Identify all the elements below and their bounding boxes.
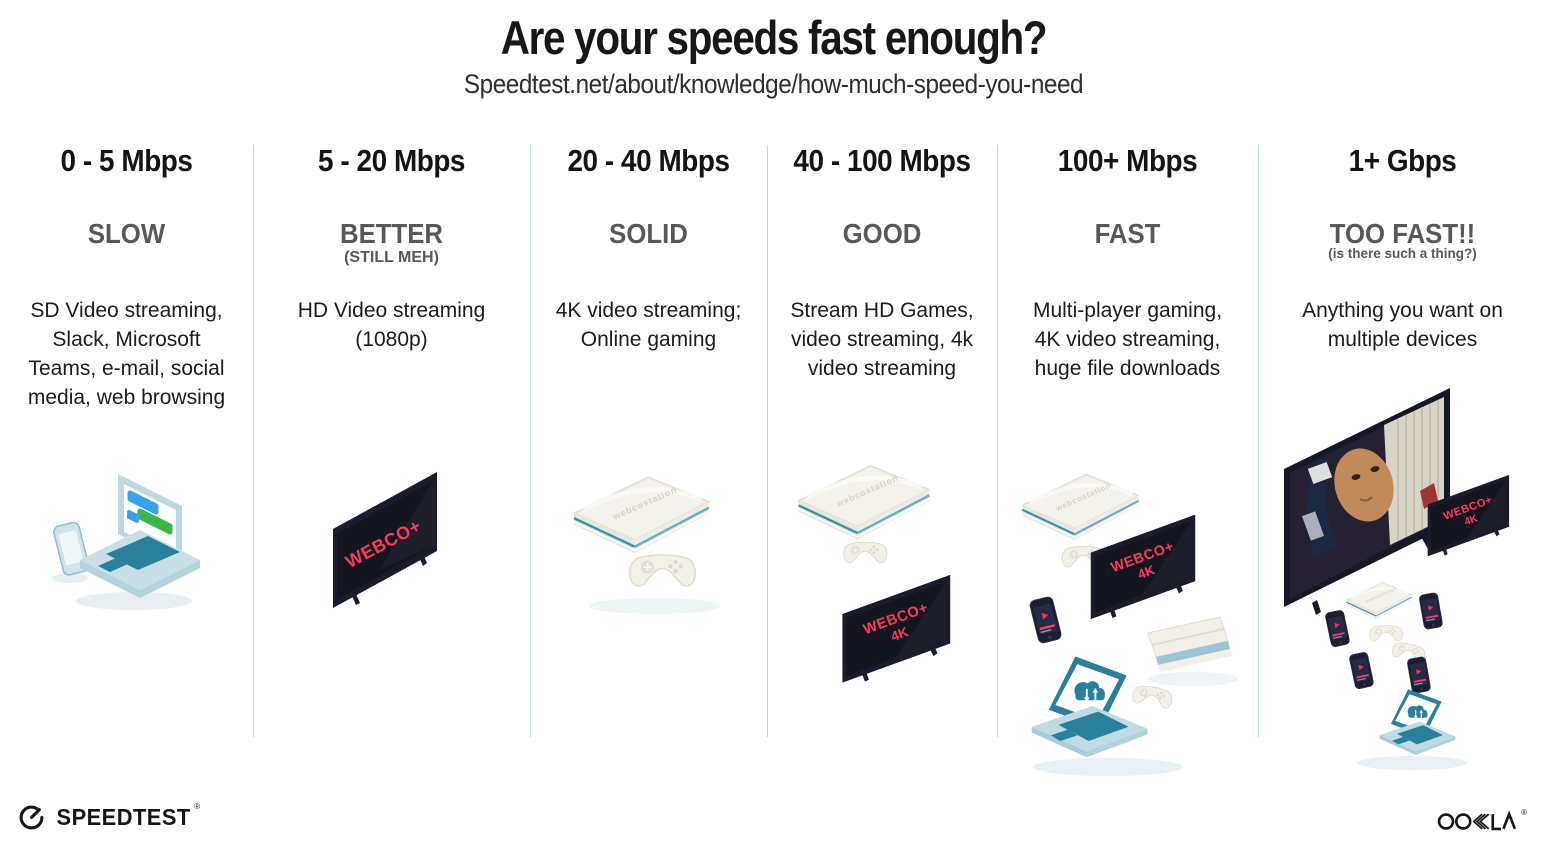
- speed-range-label: 0 - 5 Mbps: [60, 143, 193, 178]
- movie-tv-multi-device-illustration: [1283, 388, 1509, 770]
- infographic-header: Are your speeds fast enough? Speedtest.n…: [0, 0, 1547, 100]
- speed-range-label: 40 - 100 Mbps: [793, 143, 971, 178]
- column-20-40-mbps: 20 - 40 Mbps SOLID 4K video streaming; O…: [530, 143, 767, 803]
- phone-icon: [52, 521, 89, 576]
- rating-label: GOOD: [842, 218, 922, 249]
- column-5-20-mbps: 5 - 20 Mbps BETTER (STILL MEH) HD Video …: [253, 143, 530, 803]
- column-divider: [253, 145, 254, 737]
- laptop-with-chat-and-phone-illustration: [51, 474, 200, 610]
- hd-tv-illustration: WEBCO+: [332, 472, 437, 608]
- console-and-4k-tv-illustration: [780, 451, 951, 683]
- ookla-logo: ®: [1437, 808, 1527, 833]
- description: HD Video streaming (1080p): [297, 299, 486, 351]
- ookla-trademark: ®: [1521, 808, 1527, 817]
- chat-bubble-green: [137, 508, 172, 535]
- speed-columns: 0 - 5 Mbps SLOW SD Video streaming, Slac…: [0, 143, 1547, 803]
- column-100-plus-mbps: 100+ Mbps FAST Multi-player gaming, 4K v…: [997, 143, 1258, 803]
- speed-range-label: 100+ Mbps: [1057, 143, 1198, 178]
- speed-range-label: 5 - 20 Mbps: [317, 143, 465, 178]
- speed-range-label: 1+ Gbps: [1348, 143, 1457, 178]
- description: 4K video streaming; Online gaming: [555, 299, 742, 351]
- rating-label: SLOW: [87, 218, 166, 249]
- rating-label: SOLID: [609, 218, 688, 249]
- laptop-chat-icon: [79, 474, 200, 598]
- rating-label: FAST: [1094, 218, 1161, 249]
- rating-subnote: (STILL MEH): [344, 249, 439, 266]
- rating-label: TOO FAST!!: [1329, 218, 1476, 249]
- speedtest-wordmark: SPEEDTEST: [56, 804, 191, 830]
- slim-console-icon: [1146, 616, 1232, 672]
- rating-subnote: (is there such a thing?): [1328, 246, 1477, 261]
- webco-tv-icon: WEBCO+: [332, 472, 437, 608]
- ookla-wordmark-icon: [1437, 810, 1517, 831]
- description: SD Video streaming, Slack, Microsoft Tea…: [27, 299, 226, 409]
- console-controller-illustration: [556, 458, 720, 614]
- column-40-100-mbps: 40 - 100 Mbps GOOD Stream HD Games, vide…: [767, 143, 997, 803]
- column-divider: [1258, 145, 1259, 737]
- description: Stream HD Games, video streaming, 4k vid…: [790, 299, 974, 380]
- chat-bubble-blue-small: [126, 510, 139, 523]
- page-subtitle-url: Speedtest.net/about/knowledge/how-much-s…: [463, 69, 1084, 99]
- column-divider: [767, 145, 768, 737]
- column-0-5-mbps: 0 - 5 Mbps SLOW SD Video streaming, Slac…: [0, 143, 253, 803]
- description: Multi-player gaming, 4K video streaming,…: [1032, 299, 1223, 380]
- movie-tv-icon: [1283, 388, 1450, 615]
- page-title: Are your speeds fast enough?: [500, 11, 1048, 64]
- speed-range-label: 20 - 40 Mbps: [567, 143, 730, 178]
- column-divider: [997, 145, 998, 737]
- column-divider: [530, 145, 531, 737]
- speedtest-logo: SPEEDTEST ®: [18, 802, 201, 831]
- rating-label: BETTER: [339, 218, 444, 249]
- description: Anything you want on multiple devices: [1302, 299, 1503, 351]
- chat-bubble-blue: [127, 490, 158, 515]
- speedtest-gauge-icon: [19, 805, 44, 830]
- multi-device-cluster-illustration: [1008, 451, 1238, 776]
- speedtest-trademark: ®: [194, 802, 201, 811]
- column-1-plus-gbps: 1+ Gbps TOO FAST!! (is there such a thin…: [1258, 143, 1547, 803]
